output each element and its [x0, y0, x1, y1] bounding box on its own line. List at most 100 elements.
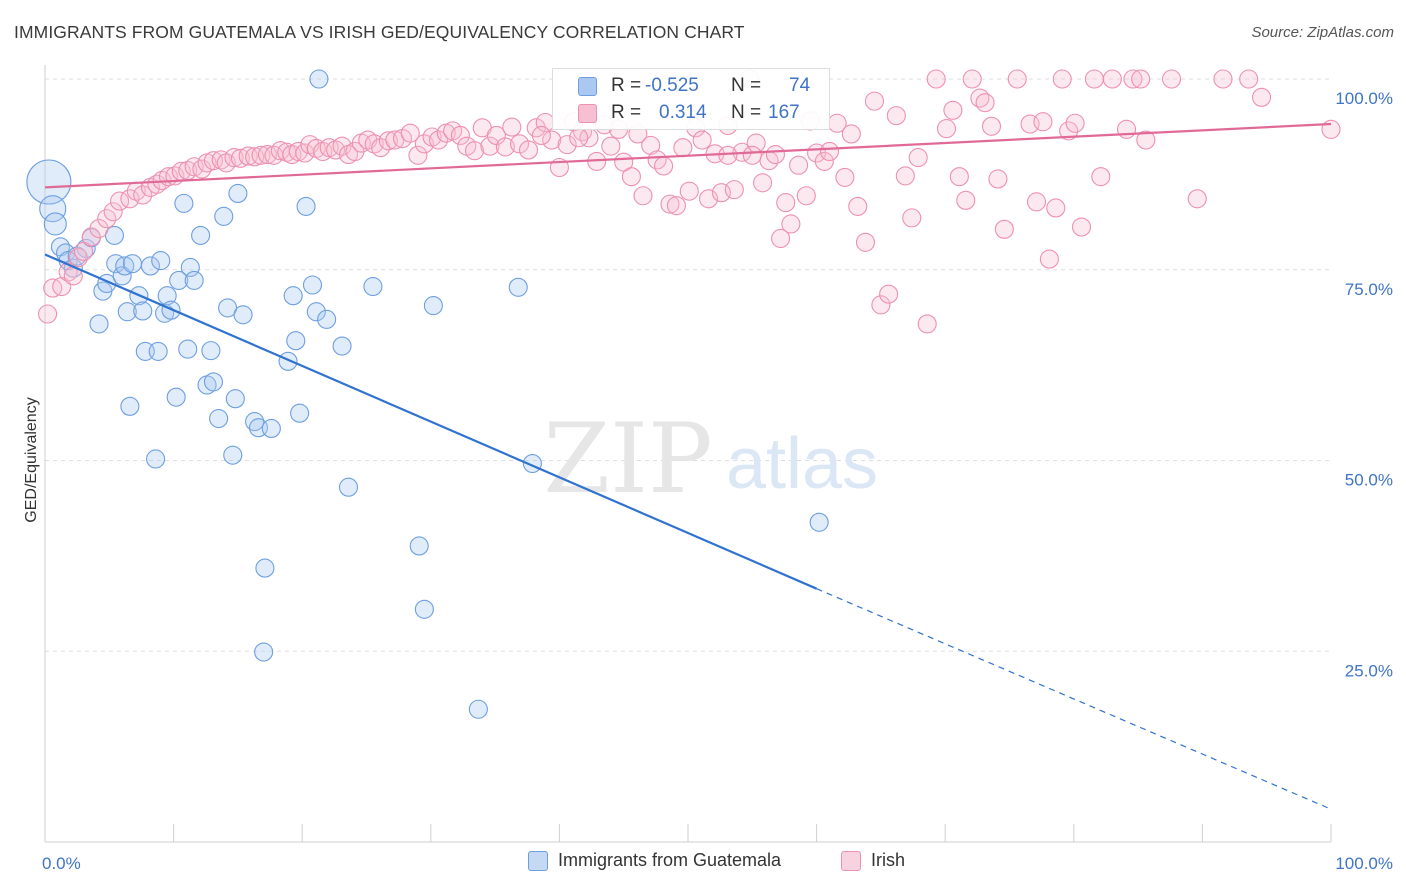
watermark: ZIP atlas — [543, 403, 878, 515]
irish-point — [679, 181, 699, 201]
guatemala-point — [809, 512, 829, 532]
irish-point — [1039, 249, 1059, 269]
guatemala-point — [306, 302, 326, 322]
legend-item-guatemala: Immigrants from Guatemala — [528, 850, 781, 871]
x-tick-label: 0.0% — [42, 854, 81, 873]
irish-point — [147, 174, 167, 194]
irish-point — [495, 137, 515, 157]
guatemala-point — [26, 159, 72, 205]
guatemala-point — [146, 449, 166, 469]
irish-point — [742, 145, 762, 165]
irish-point — [819, 141, 840, 162]
guatemala-point — [115, 256, 135, 276]
stats-swatch-irish — [578, 103, 597, 123]
guatemala-point — [166, 387, 186, 407]
guatemala-point — [214, 206, 234, 226]
irish-point — [666, 196, 686, 216]
stats-r-label: R = — [611, 102, 642, 123]
guatemala-point — [151, 251, 171, 271]
bottom-legend: Immigrants from Guatemala Irish — [0, 850, 1406, 880]
guatemala-point — [508, 277, 528, 297]
irish-point — [400, 123, 420, 143]
irish-point — [776, 193, 796, 213]
guatemala-point — [203, 372, 224, 392]
irish-point — [1007, 69, 1027, 89]
irish-point — [542, 130, 562, 150]
irish-point — [841, 124, 861, 144]
irish-point — [879, 284, 899, 304]
irish-point — [1213, 69, 1233, 89]
legend-swatch-irish — [841, 850, 861, 871]
irish-point — [926, 69, 946, 89]
irish-point — [981, 116, 1002, 136]
guatemala-point — [233, 305, 253, 325]
irish-point — [1026, 192, 1047, 212]
guatemala-point — [184, 270, 204, 290]
irish-point — [994, 219, 1014, 239]
irish-point — [621, 167, 641, 187]
guatemala-point — [191, 225, 211, 245]
x-tick-labels: 0.0% 100.0% — [42, 854, 1393, 873]
guatemala-point — [338, 477, 359, 497]
irish-point — [949, 167, 969, 187]
irish-point — [518, 140, 539, 160]
stats-n-label: N = — [731, 102, 762, 123]
guatemala-point — [261, 418, 281, 439]
irish-point — [1136, 130, 1156, 150]
irish-point — [673, 138, 693, 158]
guatemala-point — [39, 195, 67, 223]
guatemala-point — [296, 196, 316, 216]
stats-r-value: -0.525 — [645, 75, 699, 96]
irish-point — [902, 208, 922, 228]
irish-point — [230, 148, 251, 168]
irish-point — [569, 128, 589, 148]
irish-point — [789, 155, 809, 175]
guatemala-point — [117, 302, 137, 322]
irish-trend-line — [44, 122, 1332, 189]
irish-point — [895, 166, 915, 186]
irish-point — [408, 145, 428, 165]
irish-point — [633, 186, 653, 206]
guatemala-point — [43, 212, 67, 236]
guatemala-point — [309, 69, 329, 89]
irish-point — [257, 144, 278, 165]
y-tick-label: 100.0% — [1335, 89, 1393, 108]
irish-point — [1065, 113, 1085, 133]
stats-n-value: 167 — [768, 102, 800, 123]
stats-r-value: 0.314 — [659, 102, 707, 123]
irish-point — [601, 136, 621, 156]
stats-r-label: R = — [611, 75, 642, 96]
irish-point — [917, 314, 937, 334]
irish-point — [531, 125, 551, 146]
guatemala-point — [283, 286, 303, 306]
guatemala-point — [290, 403, 310, 423]
legend-label-guatemala: Immigrants from Guatemala — [558, 850, 782, 870]
irish-point — [1252, 87, 1272, 107]
irish-point — [1046, 198, 1066, 218]
irish-point — [886, 106, 906, 126]
irish-point — [1059, 121, 1079, 141]
irish-point — [103, 202, 123, 222]
guatemala-point — [169, 270, 189, 290]
guatemala-point — [120, 396, 140, 416]
legend-label-irish: Irish — [871, 850, 906, 870]
axes — [44, 65, 1332, 843]
irish-point — [753, 173, 773, 193]
irish-point — [68, 247, 88, 268]
guatemala-point — [148, 341, 168, 361]
legend-swatch-guatemala — [528, 850, 548, 871]
irish-point — [1131, 69, 1151, 89]
irish-point — [1071, 217, 1092, 237]
irish-point — [464, 141, 485, 161]
guatemala-point — [133, 301, 153, 321]
guatemala-point — [317, 309, 337, 329]
irish-point — [692, 130, 712, 150]
irish-point — [871, 295, 891, 315]
irish-point — [943, 100, 963, 120]
irish-point — [654, 156, 674, 176]
guatemala-point — [414, 599, 434, 619]
irish-point — [855, 232, 876, 252]
guatemala-point — [178, 339, 198, 359]
x-tick-label: 100.0% — [1335, 854, 1393, 873]
